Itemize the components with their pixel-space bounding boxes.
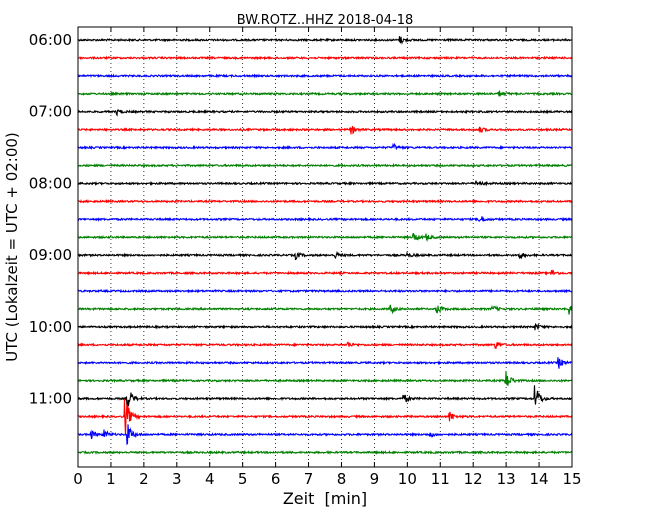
y-tick-label: 10:00: [29, 318, 72, 336]
trace-1115: [77, 399, 573, 436]
y-tick-label: 06:00: [29, 31, 72, 49]
x-axis-ticks: 0 1 2 3 4 5 6 7 8 9 10 11 12 13 14 15: [73, 27, 582, 488]
trace-0700: [77, 109, 573, 117]
x-tick-label: 5: [238, 470, 248, 488]
trace-0830: [77, 216, 573, 223]
x-tick-label: 2: [139, 470, 149, 488]
trace-0600: [77, 36, 573, 45]
trace-0745: [77, 162, 573, 168]
x-tick-label: 3: [172, 470, 182, 488]
trace-0845: [77, 232, 573, 243]
trace-0815: [77, 198, 573, 204]
x-tick-label: 6: [271, 470, 281, 488]
x-tick-label: 8: [337, 470, 347, 488]
trace-0930: [77, 288, 573, 294]
trace-1145: [77, 449, 573, 455]
x-tick-label: 15: [562, 470, 581, 488]
x-tick-label: 4: [205, 470, 215, 488]
trace-0945: [77, 304, 573, 315]
x-tick-label: 12: [464, 470, 483, 488]
trace-0900: [77, 250, 573, 261]
trace-1015: [77, 341, 573, 349]
x-tick-label: 7: [304, 470, 314, 488]
trace-1100: [77, 385, 573, 412]
chart-title: BW.ROTZ..HHZ 2018-04-18: [237, 13, 413, 28]
trace-0630: [77, 73, 573, 79]
y-axis-label: UTC (Lokalzeit = UTC + 02:00): [3, 132, 21, 362]
trace-0715: [77, 126, 573, 135]
trace-0915: [77, 269, 573, 276]
y-tick-label: 09:00: [29, 246, 72, 264]
grid-lines: [110, 27, 540, 467]
trace-1030: [77, 357, 573, 369]
trace-1000: [77, 322, 573, 331]
x-tick-label: 9: [370, 470, 380, 488]
trace-1130: [77, 424, 573, 446]
plot-frame: [77, 26, 573, 468]
x-tick-label: 11: [431, 470, 450, 488]
x-tick-label: 13: [497, 470, 516, 488]
x-tick-label: 0: [73, 470, 83, 488]
y-tick-label: 08:00: [29, 174, 72, 192]
x-tick-label: 10: [398, 470, 417, 488]
y-axis-ticks: 06:00 07:00 08:00 09:00 10:00 11:00: [29, 31, 572, 408]
y-tick-label: 07:00: [29, 103, 72, 121]
x-axis-label: Zeit [min]: [283, 489, 367, 508]
x-tick-label: 1: [106, 470, 116, 488]
x-tick-label: 14: [530, 470, 549, 488]
trace-1045: [77, 371, 573, 386]
trace-0645: [77, 90, 573, 97]
y-tick-label: 11:00: [29, 390, 72, 408]
seismogram-traces: [77, 36, 573, 455]
trace-0800: [77, 180, 573, 187]
trace-0730: [77, 142, 573, 151]
trace-0615: [77, 55, 573, 61]
